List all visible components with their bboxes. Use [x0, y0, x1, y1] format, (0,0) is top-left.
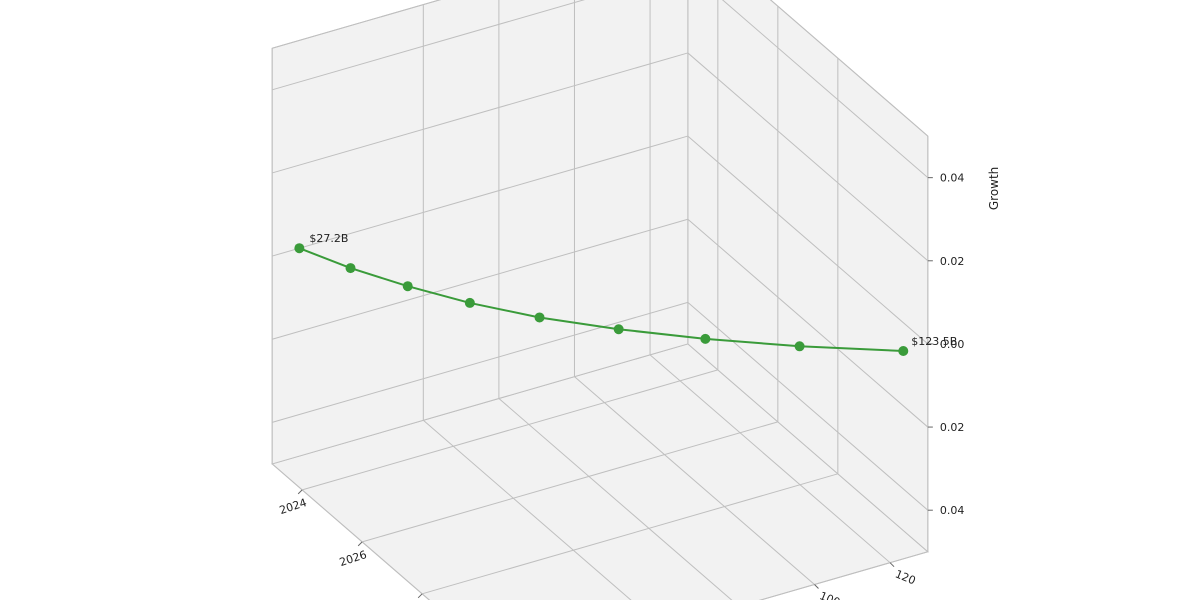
z-tick-label: 0.04 [940, 504, 965, 517]
z-tick-label: 0.04 [940, 172, 965, 185]
series-marker [700, 334, 710, 344]
z-axis-label: Growth [987, 167, 1001, 210]
series-point-label: $123.5B [911, 335, 957, 348]
series-marker [465, 298, 475, 308]
series-marker [898, 346, 908, 356]
z-tick-label: 0.02 [940, 255, 965, 268]
y-tick-label: 100 [818, 589, 842, 600]
z-tick-label: 0.02 [940, 421, 965, 434]
series-point-label: $27.2B [309, 232, 348, 245]
market-growth-3d-chart: 20242026202860801001200.040.020.000.020.… [0, 0, 1200, 600]
series-marker [614, 324, 624, 334]
series-marker [346, 263, 356, 273]
series-marker [795, 341, 805, 351]
x-tick-label: 2024 [278, 496, 309, 517]
series-marker [403, 281, 413, 291]
x-tick-label: 2026 [338, 548, 369, 569]
series-marker [294, 243, 304, 253]
series-marker [535, 312, 545, 322]
y-tick-label: 120 [893, 567, 917, 587]
